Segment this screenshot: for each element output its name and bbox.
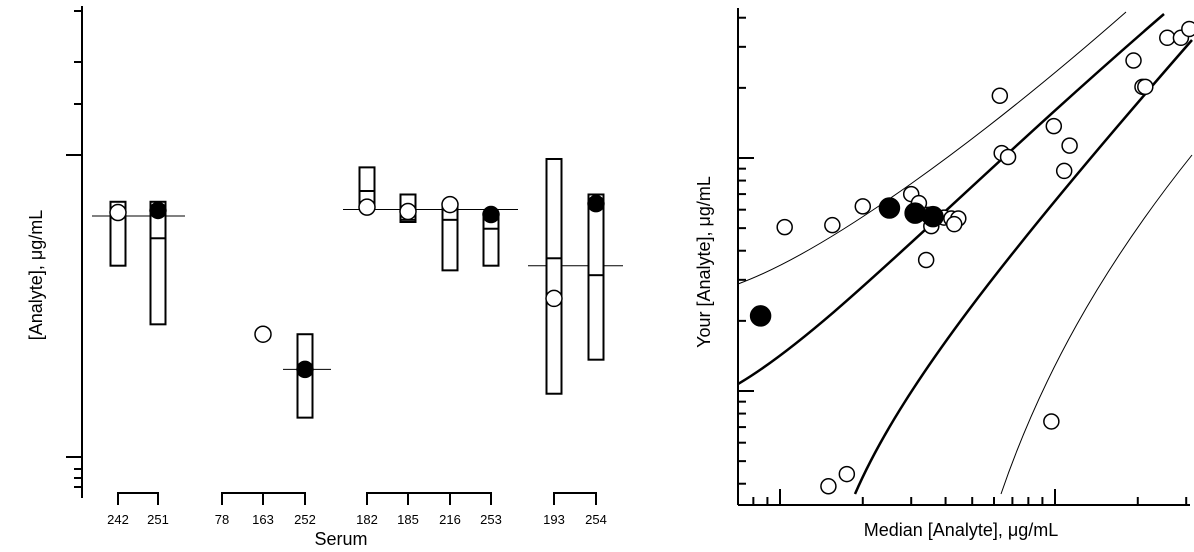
serum-tick-label: 182 — [356, 512, 378, 527]
lab-result-point-open — [824, 216, 841, 234]
left-x-axis-brackets: 242 251 78 163 252 182 185 216 253 193 254 — [107, 492, 607, 527]
right-y-axis-label: Your [Analyte], μg/mL — [694, 176, 714, 348]
your-result-marker-filled — [587, 194, 605, 213]
result-marker-open — [109, 203, 127, 222]
your-result-point-filled — [904, 202, 926, 224]
upper-outer-curve — [737, 11, 1127, 285]
serum-range-box — [545, 157, 563, 395]
left-chart-serum-boxplots: 242 251 78 163 252 182 185 216 253 193 254 Serum [… — [26, 6, 623, 549]
lab-result-point-open — [838, 465, 856, 483]
result-marker-open — [399, 202, 417, 221]
right-x-axis-label: Median [Analyte], μg/mL — [864, 520, 1058, 540]
right-data-points — [749, 20, 1194, 495]
your-result-marker-filled — [149, 201, 167, 220]
serum-range-box — [149, 200, 167, 326]
right-reference-curves — [737, 11, 1193, 495]
lab-result-point-open — [820, 478, 837, 495]
serum-tick-label: 78 — [215, 512, 229, 527]
lab-result-point-open — [1055, 162, 1073, 180]
serum-tick-label: 253 — [480, 512, 502, 527]
serum-tick-label: 185 — [397, 512, 419, 527]
lab-result-point-open — [991, 87, 1009, 104]
your-result-marker-filled — [296, 360, 314, 379]
lab-result-point-open — [999, 148, 1017, 166]
right-chart-scatter: Median [Analyte], μg/mL Your [Analyte], … — [694, 8, 1194, 540]
your-result-point-filled — [922, 205, 944, 228]
left-y-axis-label: [Analyte], μg/mL — [26, 210, 46, 340]
result-marker-open — [254, 325, 272, 343]
lab-result-point-open — [917, 251, 935, 269]
upper-acceptance-curve — [737, 13, 1165, 386]
your-result-point-filled — [878, 197, 901, 219]
serum-tick-label: 216 — [439, 512, 461, 527]
serum-tick-label: 163 — [252, 512, 274, 527]
your-result-point-filled — [749, 305, 772, 327]
lab-result-point-open — [1137, 78, 1154, 96]
serum-group-bracket — [117, 492, 159, 505]
lab-result-point-open — [854, 198, 872, 215]
left-x-axis-label: Serum — [314, 529, 367, 549]
left-plot-area — [92, 157, 623, 419]
serum-tick-label: 252 — [294, 512, 316, 527]
result-marker-open — [545, 289, 563, 308]
lab-result-point-open — [1159, 29, 1176, 47]
serum-tick-label: 251 — [147, 512, 169, 527]
serum-group-bracket — [553, 492, 597, 505]
lower-acceptance-curve — [853, 39, 1193, 495]
serum-tick-label: 242 — [107, 512, 129, 527]
serum-range-box — [441, 202, 459, 272]
lab-result-point-open — [1125, 52, 1142, 69]
right-axis-ticks — [738, 16, 1188, 505]
lab-result-point-open — [1181, 20, 1194, 38]
result-marker-open — [441, 195, 459, 214]
lab-result-point-open — [1045, 117, 1063, 135]
serum-tick-label: 193 — [543, 512, 565, 527]
lab-result-point-open — [776, 218, 793, 236]
left-y-axis-ticks — [66, 10, 82, 488]
serum-tick-label: 254 — [585, 512, 607, 527]
lab-result-point-open — [1043, 413, 1060, 430]
lab-result-point-open — [1061, 137, 1078, 154]
serum-group-bracket — [366, 492, 492, 505]
your-result-marker-filled — [482, 205, 500, 224]
lower-outer-curve — [1000, 154, 1193, 495]
lab-result-point-open — [945, 215, 963, 233]
serum-range-box — [587, 193, 605, 361]
result-marker-open — [358, 198, 376, 216]
